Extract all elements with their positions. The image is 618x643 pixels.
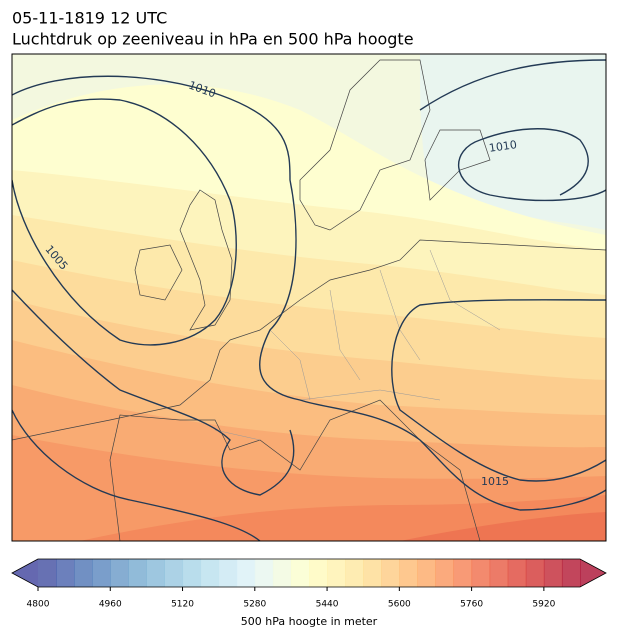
colorbar-segment — [489, 559, 509, 587]
colorbar-segment — [453, 559, 473, 587]
contour-label: 1015 — [481, 475, 509, 488]
colorbar-tick-label: 4800 — [27, 600, 50, 610]
colorbar-segment — [561, 559, 581, 587]
colorbar-segment — [272, 559, 292, 587]
colorbar-segment — [236, 559, 256, 587]
colorbar-tick-label: 5440 — [316, 600, 339, 610]
subtitle: Luchtdruk op zeeniveau in hPa en 500 hPa… — [12, 30, 414, 49]
coastline — [12, 239, 606, 541]
band — [420, 54, 606, 230]
colorbar-segment — [417, 559, 436, 587]
title: 05-11-1819 12 UTC — [12, 9, 167, 28]
colorbar-segment — [56, 559, 75, 587]
colorbar-segment — [327, 559, 346, 587]
contour — [12, 289, 295, 496]
colorbar-segment — [110, 559, 129, 587]
colorbar-segment — [507, 559, 527, 587]
contour — [12, 409, 261, 541]
colorbar-segment — [218, 559, 238, 587]
colorbar-segment — [254, 559, 274, 587]
colorbar-segment — [399, 559, 418, 587]
colorbar-segment — [182, 559, 202, 587]
contour — [391, 299, 606, 482]
colorbar-label: 500 hPa hoogte in meter — [241, 615, 378, 628]
colorbar-segment — [38, 559, 57, 587]
colorbar-extend — [12, 559, 38, 587]
coastline — [299, 59, 431, 231]
colorbar-segment — [146, 559, 165, 587]
band — [400, 512, 606, 541]
coastline — [134, 244, 183, 301]
colorbar-segment — [525, 559, 545, 587]
colorbar-segment — [543, 559, 563, 587]
map: 1010 1010 1005 1015 — [12, 54, 606, 541]
colorbar-segment — [290, 559, 310, 587]
colorbar-tick-label: 5280 — [243, 600, 266, 610]
colorbar-tick-label: 5760 — [460, 600, 483, 610]
colorbar-segment — [128, 559, 147, 587]
coastline — [179, 189, 233, 331]
colorbar-segment — [381, 559, 400, 587]
colorbar-segment — [363, 559, 382, 587]
colorbar-segment — [345, 559, 364, 587]
coastline — [424, 129, 491, 201]
colorbar: 4800 4960 5120 5280 5440 5600 5760 5920 — [11, 558, 607, 610]
colorbar-extend — [580, 559, 606, 587]
colorbar-tick-label: 5920 — [532, 600, 555, 610]
colorbar-segment — [74, 559, 93, 587]
colorbar-outline — [11, 558, 607, 588]
border — [214, 249, 501, 441]
colorbar-segment — [200, 559, 220, 587]
map-frame — [11, 53, 607, 542]
colorbar-segment — [92, 559, 111, 587]
colorbar-segment — [309, 559, 328, 587]
contour — [12, 98, 237, 346]
contour — [12, 75, 606, 511]
colorbar-tick-label: 5600 — [388, 600, 411, 610]
colorbar-tick-label: 4960 — [99, 600, 122, 610]
contour-label: 1010 — [488, 138, 518, 155]
colorbar-segment — [164, 559, 184, 587]
colorbar-segment — [471, 559, 491, 587]
colorbar-tick-label: 5120 — [171, 600, 194, 610]
contour — [419, 59, 606, 202]
colorbar-segment — [435, 559, 455, 587]
